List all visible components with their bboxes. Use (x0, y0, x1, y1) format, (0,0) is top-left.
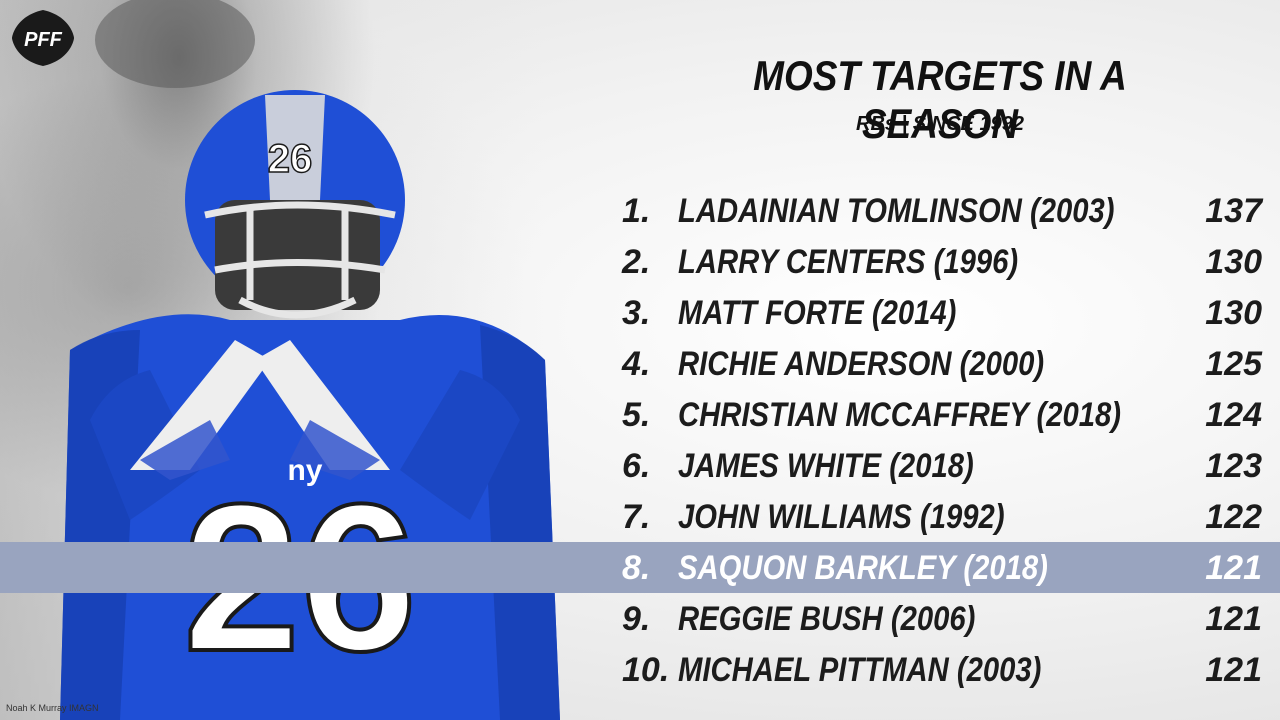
targets-value: 137 (1205, 192, 1262, 230)
player-name: JAMES WHITE (2018) (678, 447, 974, 485)
player-name: SAQUON BARKLEY (2018) (678, 549, 1048, 587)
player-name: LARRY CENTERS (1996) (678, 243, 1019, 281)
rank-label: 4. (622, 345, 651, 383)
targets-value: 121 (1205, 600, 1262, 638)
rank-label: 6. (622, 447, 651, 485)
svg-text:PFF: PFF (24, 29, 63, 51)
rank-label: 3. (622, 294, 651, 332)
rank-label: 2. (622, 243, 651, 281)
player-name: JOHN WILLIAMS (1992) (678, 498, 1005, 536)
player-photo: 26 ny 26 PFF Noah K Murray IMAGN (0, 0, 640, 720)
right-glove (255, 340, 390, 470)
rankings-list: 1. LADAINIAN TOMLINSON (2003) 137 2. LAR… (0, 185, 1280, 695)
rank-label: 9. (622, 600, 651, 638)
ranking-row-7: 7. JOHN WILLIAMS (1992) 122 (0, 491, 1280, 542)
svg-text:26: 26 (268, 137, 313, 181)
targets-value: 124 (1205, 396, 1262, 434)
player-name: LADAINIAN TOMLINSON (2003) (678, 192, 1115, 230)
ranking-row-2: 2. LARRY CENTERS (1996) 130 (0, 236, 1280, 287)
pff-logo: PFF (12, 10, 74, 66)
ranking-row-8-highlighted: 8. SAQUON BARKLEY (2018) 121 (0, 542, 1280, 593)
targets-value: 130 (1205, 243, 1262, 281)
rank-label: 1. (622, 192, 651, 230)
targets-value: 121 (1205, 651, 1262, 689)
left-glove (130, 340, 270, 470)
targets-value: 130 (1205, 294, 1262, 332)
ranking-row-10: 10. MICHAEL PITTMAN (2003) 121 (0, 644, 1280, 695)
player-name: MICHAEL PITTMAN (2003) (678, 651, 1042, 689)
face-area (215, 200, 380, 310)
player-name: MATT FORTE (2014) (678, 294, 957, 332)
football-blur (95, 0, 255, 88)
ranking-row-1: 1. LADAINIAN TOMLINSON (2003) 137 (0, 185, 1280, 236)
player-illustration: 26 ny 26 (60, 0, 560, 720)
page-title: MOST TARGETS IN A SEASON (753, 52, 1127, 147)
ranking-row-5: 5. CHRISTIAN MCCAFFREY (2018) 124 (0, 389, 1280, 440)
rank-label: 10. (622, 651, 670, 689)
ranking-row-6: 6. JAMES WHITE (2018) 123 (0, 440, 1280, 491)
targets-value: 121 (1205, 549, 1262, 587)
page-subtitle: RBs | SINCE 1992 (856, 113, 1024, 135)
player-name: RICHIE ANDERSON (2000) (678, 345, 1045, 383)
targets-value: 122 (1205, 498, 1262, 536)
rank-label: 5. (622, 396, 651, 434)
player-name: CHRISTIAN MCCAFFREY (2018) (678, 396, 1121, 434)
rank-label: 7. (622, 498, 651, 536)
ranking-row-4: 4. RICHIE ANDERSON (2000) 125 (0, 338, 1280, 389)
rank-label: 8. (622, 549, 651, 587)
jersey-logo: ny (287, 454, 322, 487)
photo-credit: Noah K Murray IMAGN (6, 703, 99, 713)
player-name: REGGIE BUSH (2006) (678, 600, 976, 638)
targets-value: 123 (1205, 447, 1262, 485)
targets-value: 125 (1205, 345, 1262, 383)
ranking-row-9: 9. REGGIE BUSH (2006) 121 (0, 593, 1280, 644)
facemask (204, 201, 396, 319)
ranking-row-3: 3. MATT FORTE (2014) 130 (0, 287, 1280, 338)
